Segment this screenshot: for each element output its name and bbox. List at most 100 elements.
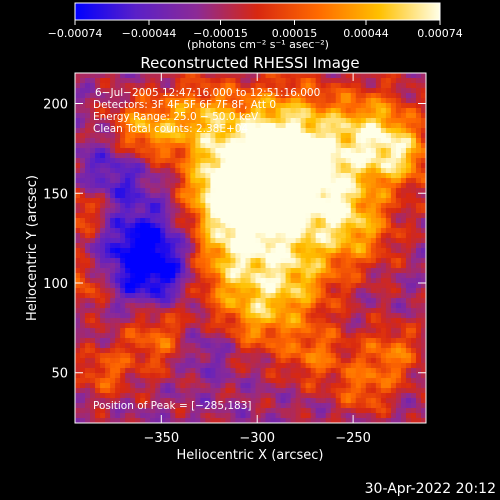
heatmap-cell <box>415 388 422 394</box>
heatmap-cell <box>100 198 106 204</box>
heatmap-cell <box>420 208 426 214</box>
heatmap-cell <box>215 403 222 409</box>
heatmap-cell <box>405 183 412 189</box>
heatmap-cell <box>220 408 227 414</box>
heatmap-cell <box>370 278 377 284</box>
heatmap-cell <box>420 333 426 339</box>
heatmap-cell <box>230 98 237 104</box>
heatmap-cell <box>400 288 407 294</box>
heatmap-cell <box>220 198 227 204</box>
heatmap-cell <box>165 253 171 259</box>
heatmap-cell <box>215 353 222 359</box>
heatmap-cell <box>95 413 101 419</box>
heatmap-cell <box>100 223 106 229</box>
heatmap-cell <box>75 158 81 164</box>
heatmap-cell <box>265 273 272 279</box>
heatmap-cell <box>200 363 206 369</box>
heatmap-cell <box>310 218 317 224</box>
heatmap-cell <box>270 313 277 319</box>
heatmap-cell <box>360 318 367 324</box>
heatmap-cell <box>85 128 91 134</box>
heatmap-cell <box>365 78 372 84</box>
heatmap-cell <box>260 153 267 159</box>
heatmap-cell <box>325 333 332 339</box>
heatmap-cell <box>230 383 237 389</box>
heatmap-cell <box>325 148 332 154</box>
heatmap-cell <box>200 253 206 259</box>
heatmap-cell <box>295 118 302 124</box>
heatmap-cell <box>315 198 322 204</box>
heatmap-cell <box>360 208 367 214</box>
heatmap-cell <box>295 223 302 229</box>
heatmap-cell <box>125 188 131 194</box>
heatmap-cell <box>155 203 161 209</box>
heatmap-cell <box>150 328 156 334</box>
heatmap-cell <box>375 133 382 139</box>
heatmap-cell <box>400 308 407 314</box>
heatmap-cell <box>330 363 337 369</box>
heatmap-cell <box>180 178 186 184</box>
heatmap-cell <box>310 368 317 374</box>
heatmap-cell <box>100 108 106 114</box>
heatmap-cell <box>230 88 237 94</box>
heatmap-cell <box>350 308 357 314</box>
heatmap-cell <box>80 233 86 239</box>
heatmap-cell <box>320 343 327 349</box>
heatmap-cell <box>410 323 417 329</box>
heatmap-cell <box>405 398 412 404</box>
heatmap-cell <box>90 268 96 274</box>
heatmap-cell <box>315 223 322 229</box>
heatmap-cell <box>410 273 417 279</box>
heatmap-cell <box>235 288 242 294</box>
heatmap-cell <box>405 103 412 109</box>
heatmap-cell <box>215 148 222 154</box>
heatmap-cell <box>340 358 347 364</box>
heatmap-cell <box>385 288 392 294</box>
heatmap-cell <box>195 218 201 224</box>
heatmap-cell <box>290 163 297 169</box>
heatmap-cell <box>140 103 146 109</box>
heatmap-cell <box>335 218 342 224</box>
heatmap-cell <box>300 313 307 319</box>
heatmap-cell <box>375 388 382 394</box>
heatmap-cell <box>120 208 126 214</box>
heatmap-cell <box>205 268 211 274</box>
heatmap-cell <box>275 163 282 169</box>
heatmap-cell <box>300 408 307 414</box>
heatmap-cell <box>140 268 146 274</box>
heatmap-cell <box>315 363 322 369</box>
heatmap-cell <box>420 268 426 274</box>
heatmap-cell <box>390 218 397 224</box>
heatmap-cell <box>380 393 387 399</box>
heatmap-cell <box>325 113 332 119</box>
heatmap-cell <box>200 98 206 104</box>
heatmap-cell <box>220 253 227 259</box>
heatmap-cell <box>265 138 272 144</box>
heatmap-cell <box>240 238 247 244</box>
heatmap-cell <box>290 208 297 214</box>
heatmap-cell <box>145 78 151 84</box>
heatmap-cell <box>310 198 317 204</box>
heatmap-cell <box>130 198 136 204</box>
heatmap-cell <box>165 273 171 279</box>
heatmap-cell <box>260 368 267 374</box>
heatmap-cell <box>120 358 126 364</box>
heatmap-cell <box>115 183 121 189</box>
heatmap-cell <box>400 328 407 334</box>
heatmap-cell <box>95 173 101 179</box>
heatmap-cell <box>115 408 121 414</box>
heatmap-cell <box>170 373 176 379</box>
heatmap-cell <box>395 73 402 79</box>
heatmap-cell <box>110 248 116 254</box>
heatmap-cell <box>200 258 206 264</box>
heatmap-cell <box>415 193 422 199</box>
heatmap-cell <box>220 243 227 249</box>
heatmap-cell <box>245 218 252 224</box>
heatmap-cell <box>150 293 156 299</box>
heatmap-cell <box>330 388 337 394</box>
heatmap-cell <box>100 243 106 249</box>
heatmap-cell <box>220 418 227 423</box>
heatmap-cell <box>175 78 181 84</box>
heatmap-cell <box>85 303 91 309</box>
heatmap-cell <box>345 248 352 254</box>
